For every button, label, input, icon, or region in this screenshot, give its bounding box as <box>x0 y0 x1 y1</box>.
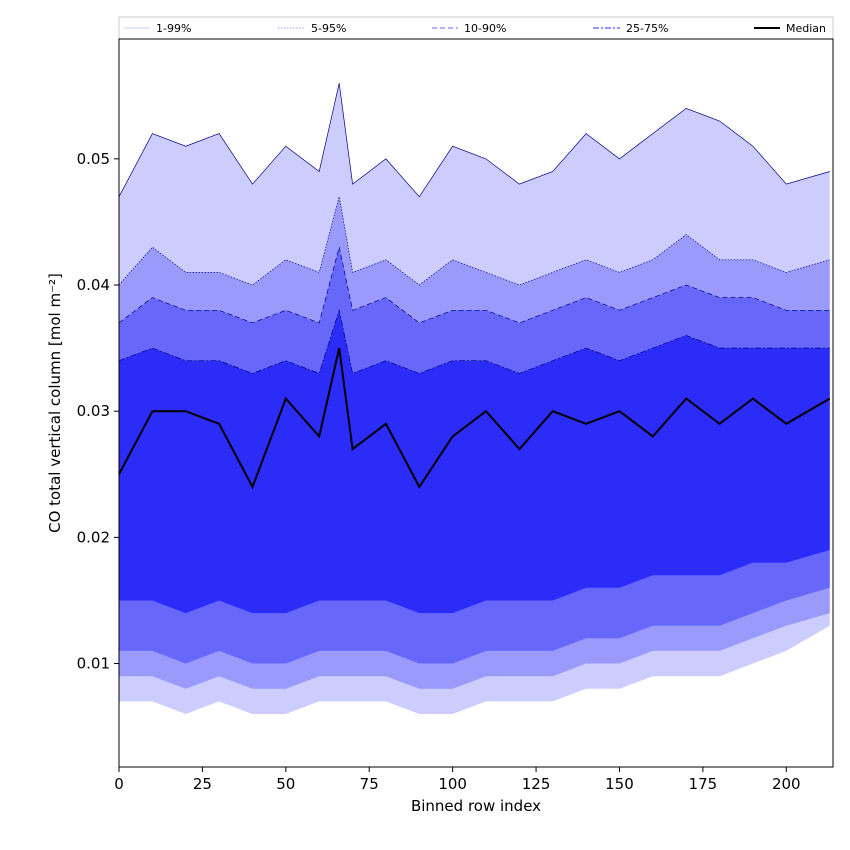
x-tick-label: 200 <box>772 775 801 793</box>
legend: 1-99% 5-95% 10-90% 25-75% Median <box>118 16 834 40</box>
x-tick-label: 75 <box>360 775 379 793</box>
y-tick-label: 0.04 <box>77 276 110 294</box>
x-tick-label: 100 <box>438 775 467 793</box>
series-lines <box>118 83 831 490</box>
legend-label-1-99: 1-99% <box>156 22 191 35</box>
y-tick-label: 0.03 <box>77 402 110 420</box>
legend-label-10-90: 10-90% <box>464 22 506 35</box>
plot-frame <box>118 38 834 768</box>
x-tick-label: 0 <box>114 775 124 793</box>
x-axis-ticks: 0 25 50 75 100 125 150 175 200 <box>114 767 801 793</box>
band-25-75 <box>119 310 830 614</box>
x-axis-label: Binned row index <box>411 797 541 815</box>
legend-label-median: Median <box>786 22 826 35</box>
band-edge-upper-5-95 <box>118 196 830 286</box>
y-axis-ticks: 0.01 0.02 0.03 0.04 0.05 <box>77 150 119 673</box>
legend-label-5-95: 5-95% <box>311 22 346 35</box>
x-tick-label: 175 <box>689 775 718 793</box>
y-tick-label: 0.02 <box>77 528 110 546</box>
median-line <box>118 347 831 490</box>
x-tick-label: 25 <box>193 775 212 793</box>
band-edge-upper-25-75 <box>118 308 830 374</box>
y-axis-label: CO total vertical column [mol m⁻²] <box>46 273 64 533</box>
x-tick-label: 50 <box>276 775 295 793</box>
x-tick-label: 125 <box>522 775 551 793</box>
percentile-bands <box>119 83 830 714</box>
band-edge-upper-10-90 <box>118 247 830 324</box>
y-tick-label: 0.01 <box>77 655 110 673</box>
band-edge-upper-1-99 <box>118 83 830 198</box>
x-tick-label: 150 <box>605 775 634 793</box>
legend-label-25-75: 25-75% <box>626 22 668 35</box>
y-tick-label: 0.05 <box>77 150 110 168</box>
